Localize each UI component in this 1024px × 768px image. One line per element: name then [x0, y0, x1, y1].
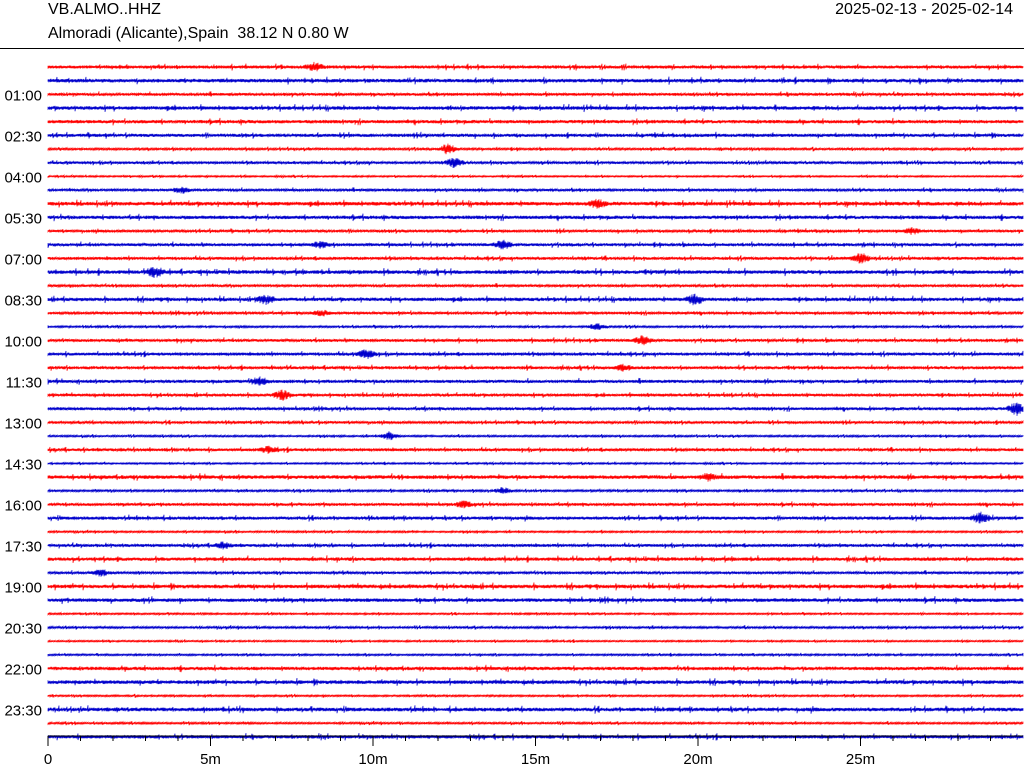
trace-line-42 — [47, 638, 1024, 644]
trace-line-5 — [47, 131, 1024, 139]
trace-line-46 — [47, 693, 1024, 699]
trace-line-4 — [47, 117, 1024, 126]
trace-line-11 — [47, 213, 1024, 222]
trace-line-9 — [47, 186, 1024, 194]
trace-line-19 — [47, 323, 1024, 330]
time-label: 17:30 — [4, 538, 42, 555]
trace-line-2 — [47, 91, 1024, 98]
trace-line-0 — [47, 61, 1024, 72]
trace-line-40 — [47, 611, 1024, 617]
trace-line-6 — [47, 143, 1024, 155]
trace-line-15 — [47, 266, 1024, 278]
trace-line-35 — [47, 541, 1024, 550]
header-divider — [0, 48, 1024, 49]
trace-group — [47, 61, 1024, 741]
time-label: 04:00 — [4, 169, 42, 186]
trace-line-27 — [47, 431, 1024, 441]
trace-line-39 — [47, 596, 1024, 605]
time-label: 20:30 — [4, 620, 42, 637]
trace-line-26 — [47, 419, 1024, 426]
x-tick-label: 25m — [846, 751, 875, 768]
trace-line-20 — [47, 335, 1024, 346]
trace-line-17 — [47, 293, 1024, 306]
time-label: 16:00 — [4, 497, 42, 514]
trace-line-31 — [47, 487, 1024, 494]
trace-line-43 — [47, 652, 1024, 658]
trace-line-3 — [47, 103, 1024, 113]
time-label: 02:30 — [4, 128, 42, 145]
trace-line-33 — [47, 511, 1024, 524]
time-label: 23:30 — [4, 702, 42, 719]
station-location: Almoradi (Alicante),Spain 38.12 N 0.80 W — [48, 25, 349, 42]
trace-line-38 — [47, 582, 1024, 591]
trace-line-28 — [47, 445, 1024, 454]
trace-line-44 — [47, 664, 1024, 673]
trace-line-41 — [47, 624, 1024, 630]
time-label: 10:00 — [4, 333, 42, 350]
x-tick-label: 15m — [521, 751, 550, 768]
trace-line-48 — [47, 720, 1024, 726]
trace-line-37 — [47, 569, 1024, 577]
trace-line-30 — [47, 472, 1024, 482]
trace-line-14 — [47, 253, 1024, 264]
trace-line-22 — [47, 363, 1024, 372]
station-id: VB.ALMO..HHZ — [48, 1, 161, 18]
time-label: 07:00 — [4, 251, 42, 268]
trace-line-36 — [47, 555, 1024, 564]
time-label: 01:00 — [4, 87, 42, 104]
trace-line-47 — [47, 705, 1024, 714]
trace-line-25 — [47, 402, 1024, 416]
date-range: 2025-02-13 - 2025-02-14 — [835, 1, 1013, 18]
trace-line-18 — [47, 309, 1024, 317]
time-label: 05:30 — [4, 210, 42, 227]
trace-line-21 — [47, 349, 1024, 360]
trace-line-29 — [47, 460, 1024, 467]
x-axis: 0 5m 10m 15m 20m 25m — [44, 735, 1023, 768]
trace-line-8 — [47, 173, 1024, 180]
trace-line-16 — [47, 282, 1024, 289]
trace-line-10 — [47, 198, 1024, 209]
trace-line-32 — [47, 500, 1024, 509]
x-tick-label: 0 — [44, 751, 52, 768]
time-label: 13:00 — [4, 415, 42, 432]
trace-line-1 — [47, 76, 1024, 85]
time-label: 08:30 — [4, 292, 42, 309]
trace-line-24 — [47, 389, 1024, 401]
trace-line-34 — [47, 528, 1024, 535]
time-label: 11:30 — [6, 374, 42, 391]
trace-line-12 — [47, 227, 1024, 235]
time-label: 22:00 — [4, 661, 42, 678]
x-tick-label: 10m — [358, 751, 387, 768]
trace-line-45 — [47, 677, 1024, 687]
time-label-group: 01:00 02:30 04:00 05:30 07:00 08:30 10:00 11:30… — [4, 87, 42, 719]
trace-line-23 — [47, 376, 1024, 386]
x-tick-label: 5m — [200, 751, 221, 768]
x-tick-label: 20m — [683, 751, 712, 768]
time-label: 19:00 — [4, 579, 42, 596]
time-label: 14:30 — [4, 456, 42, 473]
trace-line-13 — [47, 239, 1024, 250]
trace-line-7 — [47, 158, 1024, 168]
